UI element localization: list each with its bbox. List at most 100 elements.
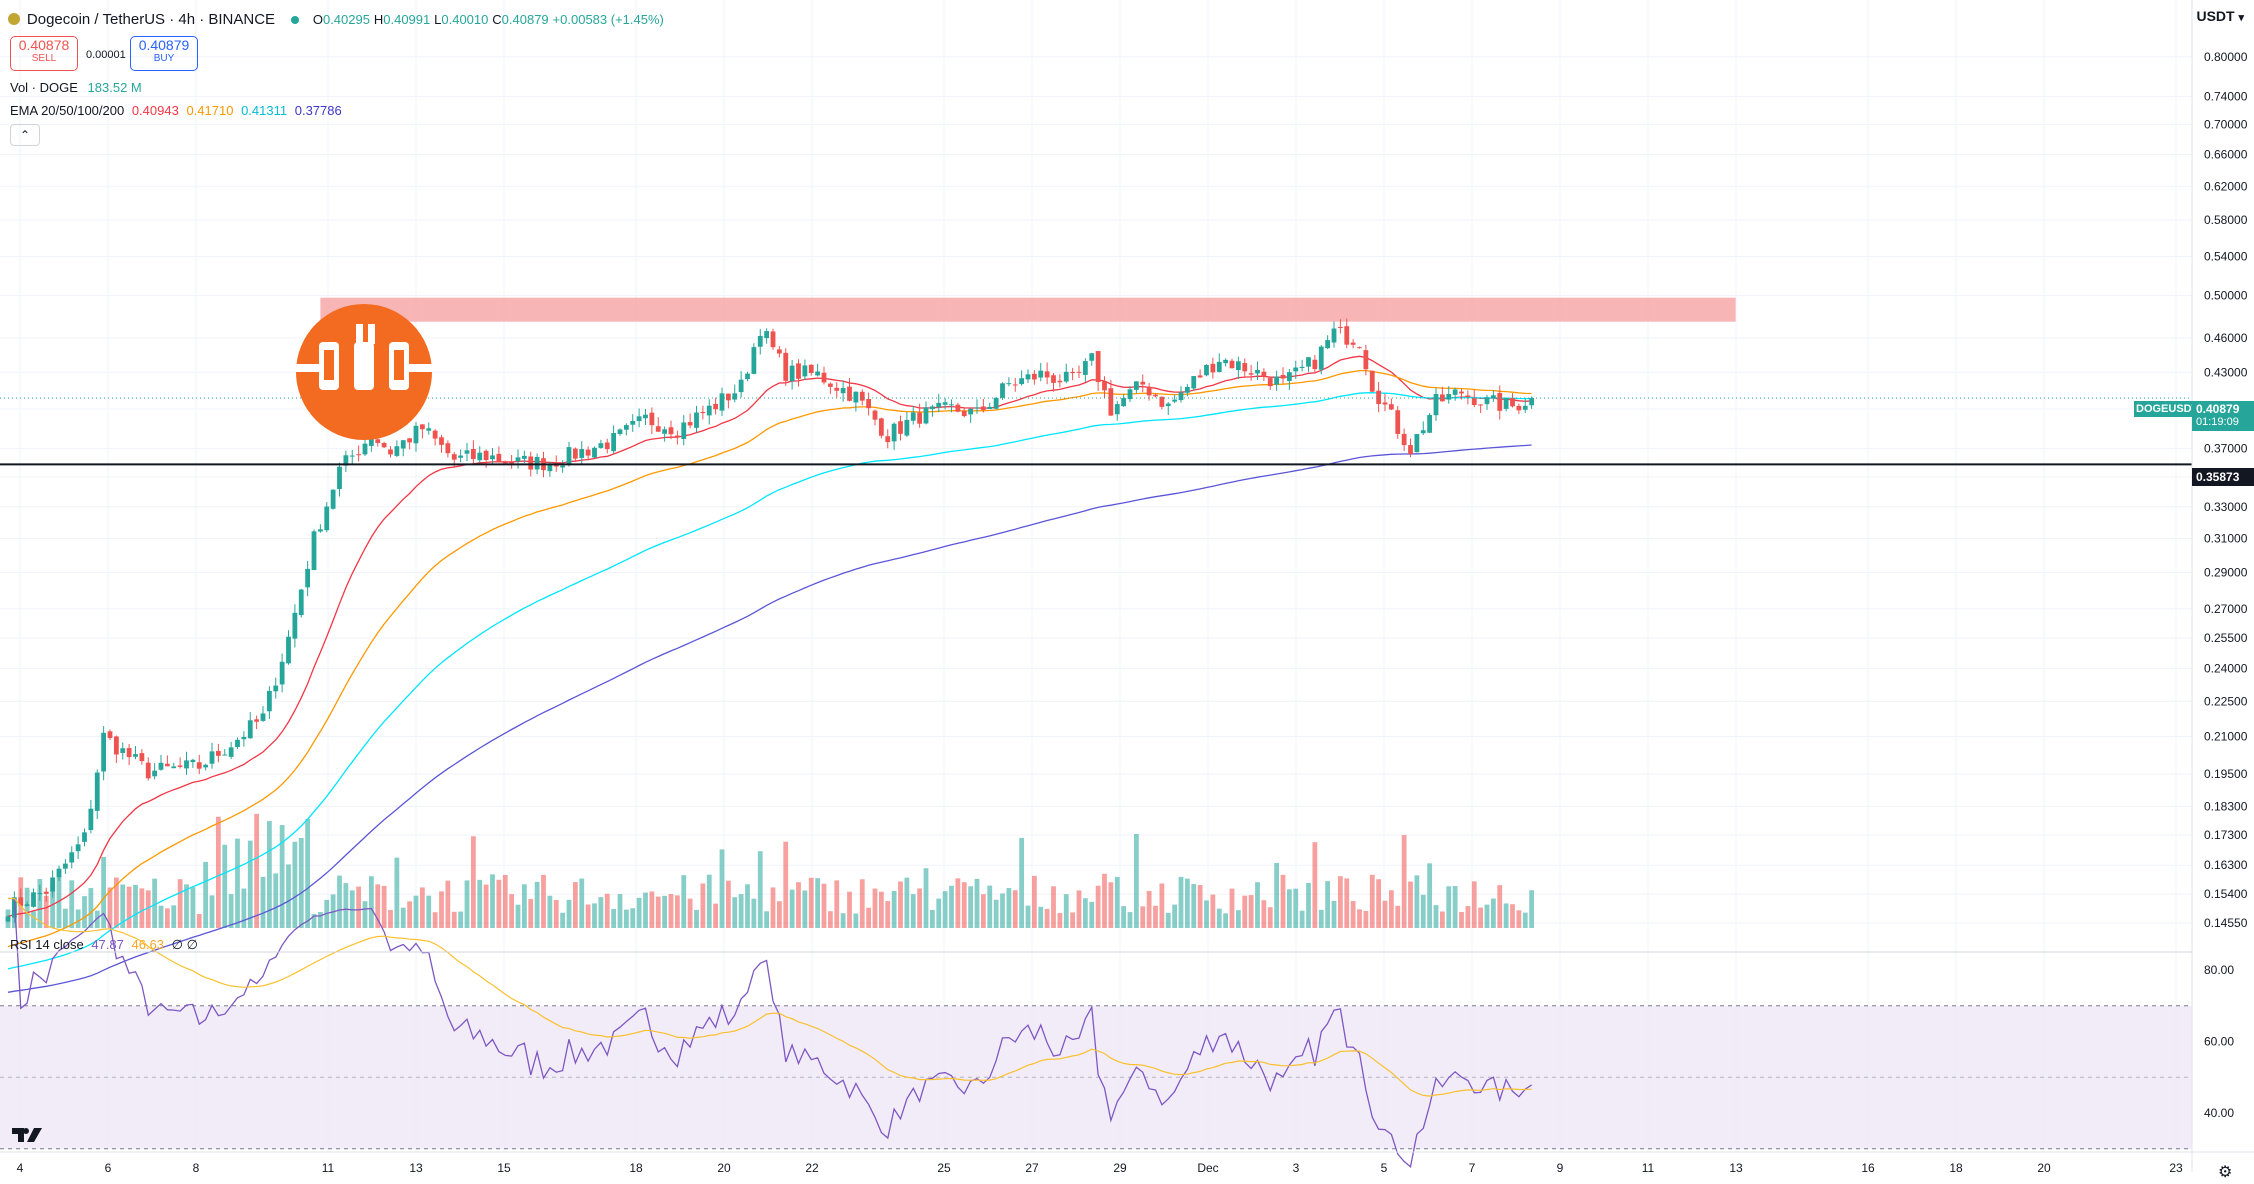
candle-body xyxy=(1529,397,1535,406)
currency-unit-button[interactable]: USDT ▾ xyxy=(2196,8,2244,24)
price-tick-label: 0.25500 xyxy=(2204,631,2248,645)
volume-bar xyxy=(139,888,145,928)
candle-body xyxy=(407,438,413,443)
candle-body xyxy=(381,442,387,448)
support-price-tag: 0.35873 xyxy=(2192,468,2254,486)
volume-bar xyxy=(477,879,483,928)
volume-bar xyxy=(190,887,196,928)
volume-bar xyxy=(1210,894,1216,928)
volume-bar xyxy=(184,884,189,928)
ohlc-low-label: L xyxy=(434,12,442,27)
candle-body xyxy=(190,759,196,763)
candle-body xyxy=(1510,398,1515,407)
candle-body xyxy=(496,453,502,462)
volume-bar xyxy=(228,894,234,928)
resistance-zone-layer[interactable] xyxy=(320,297,1736,322)
volume-bar xyxy=(847,891,852,928)
candle-body xyxy=(604,442,610,450)
candle-body xyxy=(394,446,400,456)
volume-bar xyxy=(177,879,183,928)
volume-bar xyxy=(407,901,413,928)
volume-bar xyxy=(1261,900,1267,928)
time-tick-label: 20 xyxy=(717,1161,731,1175)
volume-legend[interactable]: Vol · DOGE 183.52 M xyxy=(10,80,142,95)
candle-body xyxy=(1229,360,1235,369)
volume-bar xyxy=(413,895,419,928)
sell-button[interactable]: 0.40878 SELL xyxy=(10,36,78,71)
volume-bar xyxy=(286,864,291,928)
candle-body xyxy=(324,506,330,531)
volume-bar xyxy=(796,882,801,928)
rsi-extra: ∅ ∅ xyxy=(171,937,198,952)
candle-body xyxy=(305,568,311,588)
volume-bar xyxy=(1299,910,1305,928)
candle-body xyxy=(1420,430,1426,434)
volume-bar xyxy=(1395,905,1401,928)
collapse-legend-button[interactable]: ⌃ xyxy=(10,124,40,146)
candle-body xyxy=(177,765,183,767)
volume-bar xyxy=(464,880,470,928)
volume-bar xyxy=(955,878,961,928)
volume-bar xyxy=(636,897,642,928)
ohlc-high-label: H xyxy=(373,12,384,27)
ema-legend[interactable]: EMA 20/50/100/200 0.40943 0.41710 0.4131… xyxy=(10,103,342,118)
rsi-line xyxy=(8,897,1532,1169)
candle-body xyxy=(1191,376,1197,389)
candle-body xyxy=(891,423,897,442)
volume-bar xyxy=(840,913,846,928)
candle-body xyxy=(649,412,655,426)
candle-body xyxy=(375,439,381,443)
time-tick-label: 6 xyxy=(105,1161,112,1175)
candle-body xyxy=(1484,397,1490,405)
rsi-pane[interactable] xyxy=(0,897,2192,1169)
candle-body xyxy=(1357,347,1362,349)
candle-body xyxy=(1235,361,1241,371)
volume-bar xyxy=(1076,890,1082,928)
candle-body xyxy=(1000,383,1005,398)
candle-body xyxy=(470,448,476,460)
candle-body xyxy=(1459,391,1464,394)
candle-body xyxy=(974,407,980,409)
price-tick-label: 0.66000 xyxy=(2204,148,2248,162)
volume-bar xyxy=(445,880,451,928)
candle-body xyxy=(56,868,62,878)
volume-bar xyxy=(337,875,342,928)
candle-body xyxy=(1280,374,1286,379)
candle-body xyxy=(1427,414,1433,433)
candle-body xyxy=(1165,403,1171,407)
volume-bar xyxy=(171,905,177,928)
volume-bar xyxy=(1357,909,1362,928)
volume-bar xyxy=(827,911,833,928)
symbol-header[interactable]: Dogecoin / TetherUS · 4h · BINANCE O0.40… xyxy=(8,11,664,28)
volume-bar xyxy=(222,844,228,928)
buy-button[interactable]: 0.40879 BUY xyxy=(130,36,198,71)
doge-coin-icon xyxy=(8,13,20,25)
candle-body xyxy=(1478,404,1484,406)
volume-bar xyxy=(961,882,967,928)
ema20-line xyxy=(7,355,1532,918)
candle-body xyxy=(847,386,852,401)
ema50-value: 0.41710 xyxy=(186,103,234,118)
chevron-up-icon: ⌃ xyxy=(19,128,31,142)
candle-body xyxy=(254,719,260,722)
candle-body xyxy=(738,379,744,393)
volume-bar xyxy=(643,892,648,928)
gear-icon[interactable]: ⚙ xyxy=(2218,1164,2233,1181)
volume-bar xyxy=(515,904,521,928)
volume-bar xyxy=(1497,885,1503,928)
volume-bar xyxy=(1446,886,1452,928)
candle-body xyxy=(572,448,578,459)
logo-tick-1 xyxy=(356,324,363,344)
tradingview-logo-icon[interactable] xyxy=(12,1125,48,1151)
volume-bar xyxy=(1012,890,1018,928)
rsi-legend[interactable]: RSI 14 close 47.87 46.63 ∅ ∅ xyxy=(10,937,198,953)
candlesticks[interactable] xyxy=(0,318,2192,923)
candle-body xyxy=(1051,375,1056,383)
price-tick-label: 0.21000 xyxy=(2204,729,2248,743)
volume-bar xyxy=(1427,863,1433,928)
price-tick-label: 0.33000 xyxy=(2204,500,2248,514)
candle-body xyxy=(611,433,617,452)
candle-body xyxy=(1388,404,1394,410)
